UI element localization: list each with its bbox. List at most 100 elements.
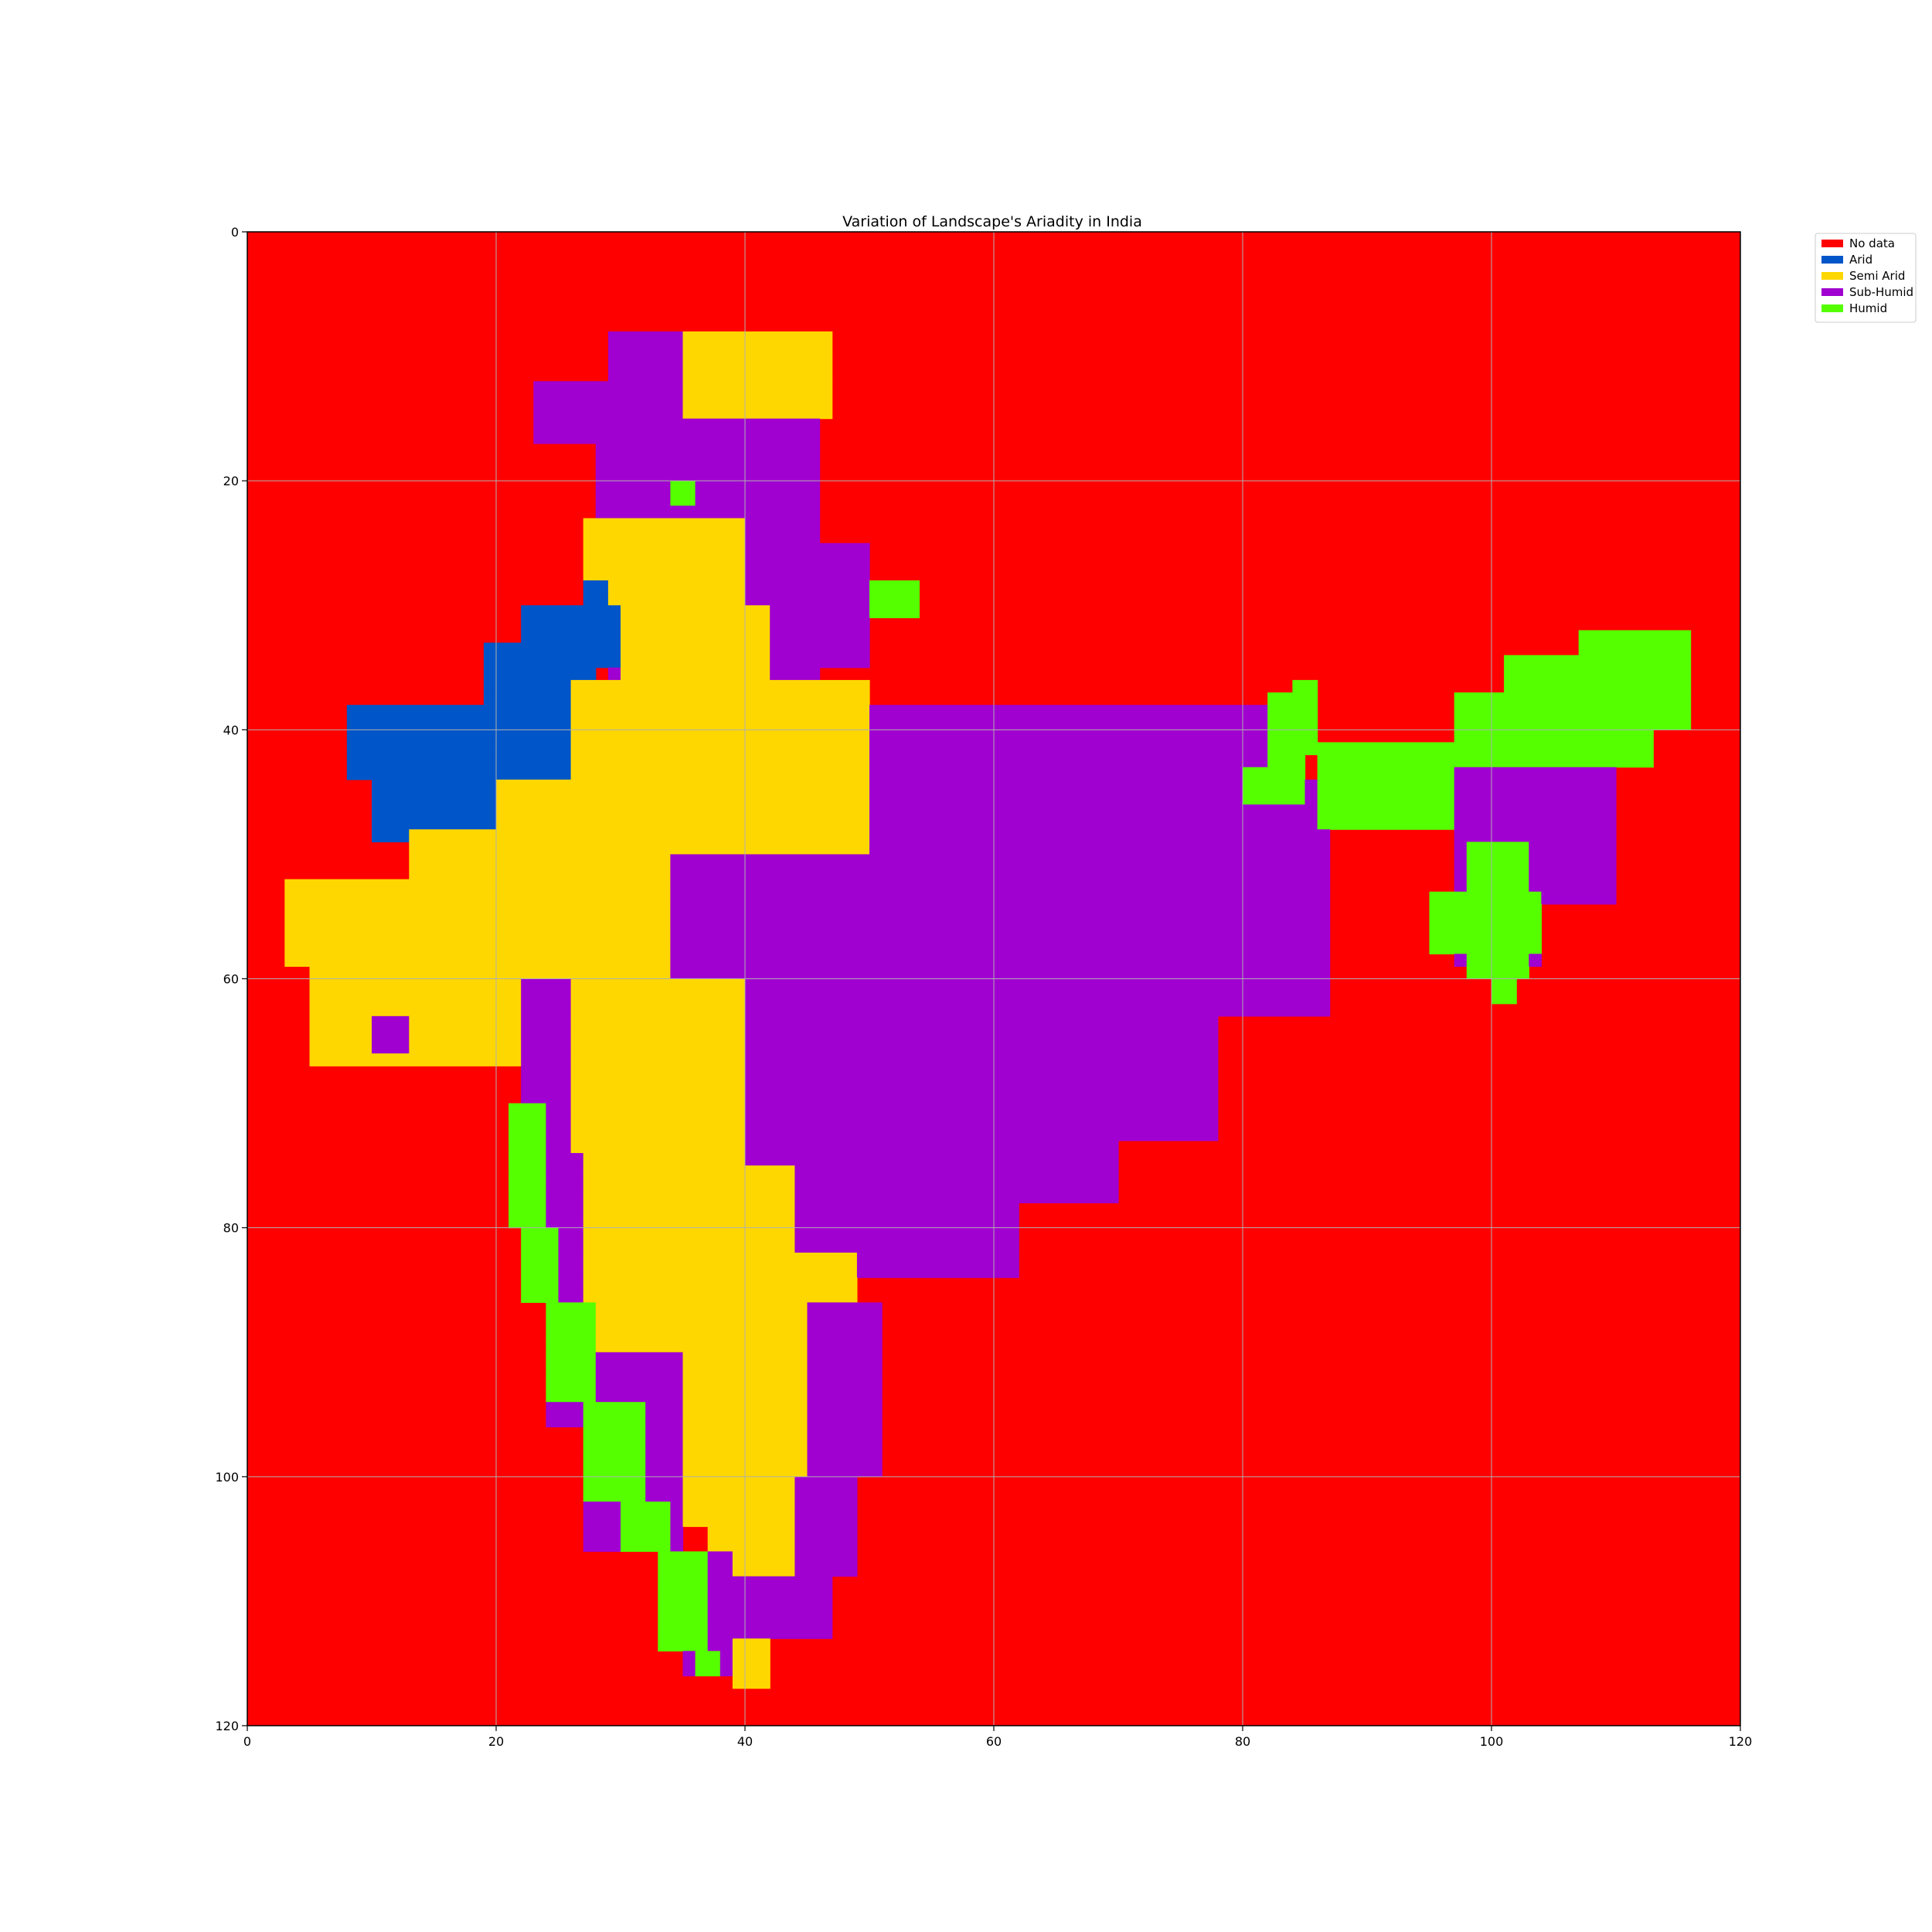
heatmap-cell (1541, 891, 1617, 905)
heatmap-cell (1529, 954, 1542, 967)
heatmap-cell (794, 1551, 858, 1565)
heatmap-cell (546, 1115, 572, 1129)
heatmap-cell (372, 804, 497, 818)
heatmap-cell (745, 1003, 1331, 1017)
heatmap-cell (595, 1339, 808, 1353)
y-tick-label: 60 (223, 972, 239, 987)
heatmap-cell (1454, 817, 1617, 830)
x-tick-label: 0 (243, 1734, 251, 1749)
heatmap-cell (284, 891, 671, 905)
heatmap-cell (1504, 655, 1692, 668)
heatmap-cell (645, 1439, 684, 1453)
heatmap-cell (583, 1277, 858, 1291)
heatmap-cell (1429, 903, 1542, 917)
heatmap-cell (583, 1502, 621, 1515)
heatmap-cell (770, 667, 821, 681)
heatmap-cell (621, 655, 770, 668)
heatmap-cell (583, 1414, 646, 1427)
heatmap-cell (607, 343, 684, 357)
heatmap-cell (483, 679, 572, 693)
y-tick-label: 20 (223, 474, 239, 488)
heatmap-cell (869, 593, 920, 606)
heatmap-cell (645, 1488, 684, 1502)
heatmap-cell (1454, 829, 1617, 842)
heatmap-cell (621, 1526, 671, 1539)
heatmap-cell (794, 1215, 1019, 1229)
heatmap-cell (483, 692, 572, 706)
heatmap-cell (707, 1638, 733, 1651)
heatmap-cell (745, 1078, 1219, 1092)
heatmap-cell (807, 1364, 883, 1378)
heatmap-cell (607, 593, 746, 606)
heatmap-cell (409, 1015, 522, 1029)
heatmap-cell (409, 842, 870, 855)
heatmap-cell (682, 393, 833, 407)
heatmap-cell (794, 1526, 858, 1539)
heatmap-cell (583, 1539, 621, 1553)
heatmap-cell (1454, 779, 1617, 793)
heatmap-cell (521, 1090, 572, 1104)
heatmap-cell (583, 1464, 646, 1478)
heatmap-cell (1466, 879, 1529, 893)
heatmap-cell (583, 1526, 621, 1539)
heatmap-cell (607, 369, 684, 382)
heatmap-cell (745, 1115, 1219, 1129)
heatmap-cell (1454, 879, 1468, 893)
heatmap-cell (794, 1178, 1119, 1191)
heatmap-cell (645, 1414, 684, 1427)
heatmap-cell (570, 1015, 746, 1029)
heatmap-cell (658, 1638, 709, 1651)
heatmap-cell (509, 1115, 546, 1129)
heatmap-cell (372, 817, 497, 830)
heatmap-cell (1429, 916, 1542, 930)
heatmap-cell (521, 1053, 572, 1066)
heatmap-cell (1243, 767, 1306, 781)
heatmap-cell (309, 1041, 372, 1054)
legend-label: Sub-Humid (1849, 285, 1913, 299)
heatmap-cell (1454, 730, 1654, 743)
heatmap-cell (570, 717, 870, 730)
heatmap-cell (770, 630, 870, 644)
heatmap-cell (309, 1028, 372, 1042)
heatmap-cell (707, 1614, 833, 1627)
heatmap-cell (682, 1514, 795, 1527)
heatmap-cell (607, 580, 746, 594)
heatmap-cell (1292, 679, 1318, 693)
heatmap-cell (807, 1352, 883, 1366)
heatmap-cell (658, 1614, 709, 1627)
heatmap-cell (570, 1053, 746, 1066)
heatmap-cell (570, 1103, 746, 1117)
heatmap-cell (707, 1600, 833, 1614)
heatmap-cell (745, 1053, 1219, 1066)
legend-label: Humid (1849, 301, 1887, 315)
legend-swatch (1821, 256, 1843, 264)
heatmap-cell (732, 1638, 770, 1651)
heatmap-cell (521, 1015, 572, 1029)
heatmap-cell (558, 1240, 584, 1253)
heatmap-cell (658, 1600, 709, 1614)
heatmap-cell (583, 593, 609, 606)
heatmap-cell (483, 667, 597, 681)
heatmap-cell (570, 1028, 746, 1042)
heatmap-cell (1466, 842, 1529, 855)
heatmap-cell (670, 929, 1331, 942)
heatmap-cell (869, 605, 920, 618)
heatmap-cell (346, 742, 572, 756)
heatmap-cell (682, 1651, 696, 1665)
heatmap-cell (745, 593, 870, 606)
heatmap-cell (1466, 954, 1529, 967)
heatmap-cell (521, 617, 621, 631)
heatmap-cell (521, 1066, 572, 1079)
heatmap-cell (1466, 966, 1529, 980)
heatmap-cell (521, 1290, 560, 1303)
heatmap-cell (732, 1651, 770, 1665)
heatmap-cell (807, 1439, 883, 1453)
heatmap-cell (583, 1165, 795, 1179)
heatmap-cell (1317, 767, 1455, 781)
heatmap-cell (658, 1563, 709, 1577)
heatmap-cell (695, 493, 821, 506)
heatmap-cell (807, 1427, 883, 1440)
legend-swatch (1821, 240, 1843, 247)
heatmap-cell (1454, 717, 1692, 730)
heatmap-cell (583, 1427, 646, 1440)
